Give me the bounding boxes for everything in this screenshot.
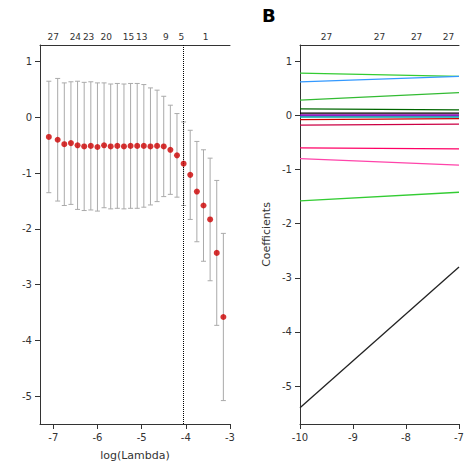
svg-text:-1: -1 <box>282 164 292 175</box>
svg-text:1: 1 <box>203 32 209 42</box>
svg-text:-9: -9 <box>348 432 358 443</box>
svg-text:13: 13 <box>136 32 147 42</box>
svg-text:24: 24 <box>70 32 82 42</box>
svg-text:log(Lambda): log(Lambda) <box>100 449 170 462</box>
svg-text:-2: -2 <box>22 223 32 234</box>
svg-text:-2: -2 <box>282 218 292 229</box>
svg-text:-4: -4 <box>181 432 191 443</box>
svg-text:15: 15 <box>123 32 134 42</box>
svg-text:0: 0 <box>26 112 32 123</box>
svg-text:-3: -3 <box>225 432 235 443</box>
svg-text:-8: -8 <box>401 432 411 443</box>
svg-text:9: 9 <box>163 32 169 42</box>
svg-text:27: 27 <box>48 32 59 42</box>
svg-text:-3: -3 <box>282 272 292 283</box>
svg-text:-5: -5 <box>22 391 32 402</box>
svg-text:-4: -4 <box>282 326 292 337</box>
svg-text:-5: -5 <box>137 432 147 443</box>
svg-text:27: 27 <box>321 32 332 42</box>
svg-text:-5: -5 <box>282 381 292 392</box>
svg-text:27: 27 <box>411 32 422 42</box>
svg-text:-6: -6 <box>92 432 102 443</box>
svg-text:-7: -7 <box>48 432 58 443</box>
svg-text:Coefficients: Coefficients <box>260 202 273 267</box>
svg-text:0: 0 <box>286 110 292 121</box>
svg-text:20: 20 <box>101 32 113 42</box>
svg-text:1: 1 <box>26 56 32 67</box>
svg-text:27: 27 <box>374 32 385 42</box>
svg-text:-7: -7 <box>454 432 464 443</box>
svg-text:B: B <box>262 5 276 26</box>
svg-text:5: 5 <box>179 32 185 42</box>
svg-text:27: 27 <box>443 32 454 42</box>
svg-text:1: 1 <box>286 56 292 67</box>
svg-text:-4: -4 <box>22 335 32 346</box>
svg-text:-3: -3 <box>22 279 32 290</box>
svg-text:-10: -10 <box>292 432 308 443</box>
svg-text:-1: -1 <box>22 168 32 179</box>
svg-text:23: 23 <box>83 32 94 42</box>
